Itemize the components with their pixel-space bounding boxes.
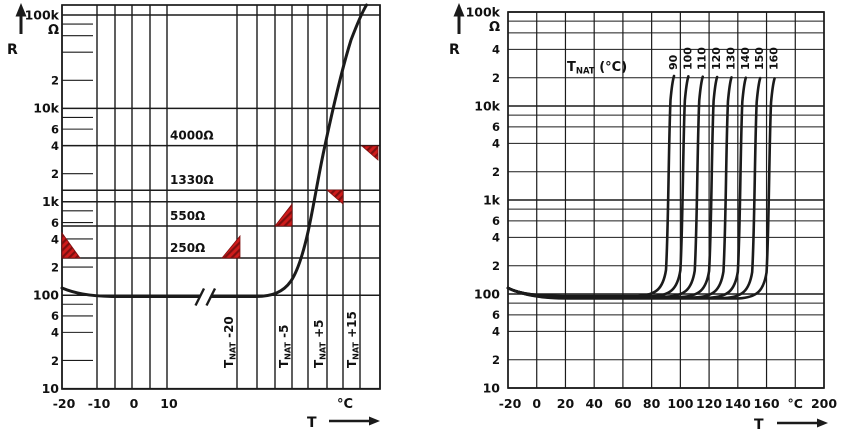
family-label: TNAT (°C) [567,60,627,77]
curve-tnat-value-label: 100 [681,47,694,70]
x-tick-label: 200 [811,396,837,411]
y-tick-label: 2 [492,71,500,85]
ptc-curve-tnat-150 [506,76,762,300]
x-tick-label: 10 [160,396,178,411]
curve-tnat-value-label: 90 [667,54,680,70]
t-axis-arrow-icon [817,418,828,428]
y-tick-label: 2 [51,167,59,181]
tolerance-wedge [325,189,344,205]
x-tick-label: 0 [532,396,541,411]
x-tick-label: 80 [643,396,661,411]
y-tick-label: 100k [466,4,501,19]
x-tick-label: 40 [585,396,603,411]
y-tick-label: 4 [51,139,59,153]
ptc-curve [60,3,368,298]
tnat-gridline-label: TNAT +5 [312,319,328,368]
y-axis-label: R [449,42,460,58]
x-axis-unit: °C [337,397,353,412]
curve-tnat-value-label: 120 [710,47,723,70]
tolerance-wedge [221,234,241,259]
y-tick-label: 4 [492,325,500,339]
curve-tnat-value-label: 110 [696,47,709,70]
t-axis-arrow-icon [369,416,380,426]
y-tick-label: 6 [51,309,59,323]
y-tick-label: 2 [492,259,500,273]
x-tick-label: 60 [614,396,632,411]
tnat-gridline-label: TNAT -5 [277,325,293,368]
y-tick-label: 2 [51,74,59,88]
y-tick-label: 10k [33,101,59,116]
x-tick-label: 100 [667,396,693,411]
y-tick-label: 1k [483,192,501,207]
y-tick-label: 4 [492,231,500,245]
left-plot-frame [61,4,381,390]
x-axis-label: T [754,417,764,433]
ptc-curve-tnat-90 [506,74,676,298]
y-tick-label: 6 [492,308,500,322]
y-tick-label: 2 [51,354,59,368]
y-tick-label: Ω [48,23,59,38]
x-tick-label: °C [788,396,803,411]
tolerance-wedge [360,145,379,161]
x-tick-label: -10 [88,396,111,411]
r-axis-arrow-icon [15,3,27,17]
curve-tnat-value-label: 160 [768,47,781,70]
right-plot-frame [507,11,825,389]
curve-tnat-value-label: 140 [739,47,752,70]
left-chart: 4000Ω1330Ω550Ω250Ω100kΩ210k6421k64210064… [7,3,381,431]
y-tick-label: 6 [492,214,500,228]
y-tick-label: 6 [51,216,59,230]
y-tick-label: Ω [489,20,500,35]
ptc-curve-tnat-100 [506,75,690,298]
y-tick-label: 100 [33,288,59,303]
y-tick-label: 1k [42,194,60,209]
threshold-label: 1330Ω [170,173,214,187]
y-tick-label: 100k [25,7,60,22]
y-tick-label: 2 [492,353,500,367]
x-tick-label: -20 [499,396,522,411]
y-tick-label: 10 [483,380,501,395]
y-tick-label: 100 [474,286,500,301]
threshold-label: 4000Ω [170,129,214,143]
y-axis-label: R [7,42,18,58]
r-axis-arrow-icon [453,3,465,17]
threshold-label: 550Ω [170,209,205,223]
ptc-curve-tnat-160 [506,77,776,300]
x-tick-label: 160 [753,396,779,411]
x-tick-label: 20 [557,396,575,411]
tnat-gridline-label: TNAT +15 [345,311,361,368]
y-tick-label: 10 [42,381,60,396]
tolerance-wedge [61,231,81,259]
x-tick-label: -20 [53,396,76,411]
x-axis-label: T [307,415,317,431]
y-tick-label: 4 [492,137,500,151]
y-tick-label: 4 [492,43,500,57]
curve-tnat-value-label: 150 [753,47,766,70]
y-tick-label: 4 [51,232,59,246]
y-tick-label: 10k [474,98,500,113]
tolerance-wedge [274,202,293,227]
y-tick-label: 2 [492,165,500,179]
tnat-gridline-label: TNAT -20 [222,316,238,368]
curve-tnat-value-label: 130 [724,47,737,70]
y-tick-label: 6 [51,122,59,136]
threshold-label: 250Ω [170,241,205,255]
y-tick-label: 6 [492,120,500,134]
x-tick-label: 0 [130,396,139,411]
x-tick-label: 120 [696,396,722,411]
y-tick-label: 4 [51,326,59,340]
x-tick-label: 140 [725,396,751,411]
y-tick-label: 2 [51,260,59,274]
